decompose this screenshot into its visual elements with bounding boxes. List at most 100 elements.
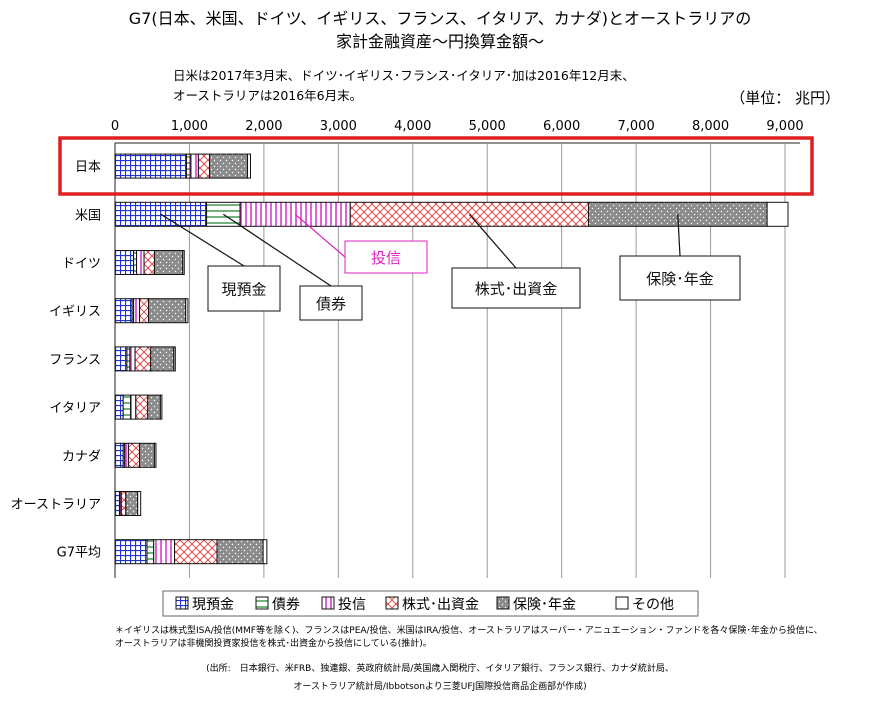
bar-segment	[129, 346, 136, 372]
bar-segment	[148, 298, 187, 324]
source-line2: オーストラリア統計局/Ibbotsonより三菱UFJ国際投信商品企画部が作成)	[293, 680, 586, 692]
bar-segment	[127, 442, 141, 468]
bar-segment	[135, 394, 149, 420]
callout-box	[619, 255, 741, 301]
chart-title-line2: 家計金融資産～円換算金額～	[336, 32, 544, 51]
bar-segment	[766, 201, 789, 227]
x-tick-label: 7,000	[618, 119, 655, 134]
legend: 現預金 債券 投信 株式･出資金 保険･年金 その他	[175, 596, 674, 613]
category-label: ドイツ	[62, 257, 101, 272]
bar-segment	[114, 491, 120, 516]
bar-segment	[124, 442, 129, 468]
bar-segment	[247, 153, 251, 179]
callout-label: 債券	[316, 295, 346, 313]
bar-segment	[134, 346, 152, 372]
bar-segment	[189, 153, 199, 179]
legend-label: 保険･年金	[513, 597, 576, 613]
bar-segment	[182, 250, 185, 275]
unit-label: （単位： 兆円）	[730, 89, 840, 107]
footnote-line2: オーストラリアは非機関投資家投信を株式･出資金から投信にしている(推計)。	[115, 637, 432, 649]
legend-label: その他	[632, 597, 674, 613]
legend-swatch	[496, 596, 510, 610]
bar-segment	[114, 442, 124, 468]
bar-segment	[173, 346, 176, 372]
callout-leader	[294, 213, 346, 258]
bar-segment	[216, 539, 264, 565]
bar-segment	[122, 394, 132, 420]
bar-segment	[114, 250, 135, 275]
bar-segment	[136, 250, 145, 275]
callout-label: 保険･年金	[646, 270, 714, 288]
category-label: 米国	[75, 208, 101, 223]
legend-swatch	[321, 596, 335, 610]
x-tick-label: 2,000	[245, 119, 282, 134]
callout-box	[344, 240, 428, 274]
callout-leader	[160, 213, 245, 267]
bar-segment	[114, 298, 133, 324]
chart-title-line1: G7(日本、米国、ドイツ、イギリス、フランス、イタリア、カナダ)とオーストラリア…	[129, 9, 751, 28]
bars	[114, 153, 789, 565]
callout-box	[299, 285, 363, 321]
bar-segment	[197, 153, 211, 179]
bar-segment	[139, 442, 155, 468]
callout-leader	[677, 214, 681, 257]
source-line1: (出所: 日本銀行、米FRB、独連銀、英政府統計局/英国歳入関税庁、イタリア銀行…	[206, 662, 674, 674]
bar-segment	[114, 201, 208, 227]
bar-segment	[137, 491, 142, 516]
legend-swatch	[255, 596, 269, 610]
category-label: 日本	[75, 160, 101, 175]
x-tick-label: 5,000	[469, 119, 506, 134]
x-axis-ticks: 0 1,000 2,000 3,000 4,000 5,000 6,000 7,000 8,00…	[111, 119, 804, 134]
legend-label: 投信	[338, 597, 366, 613]
legend-swatch	[385, 596, 399, 610]
bar-segment	[185, 298, 189, 324]
date-note-line2: オーストラリアは2016年6月末。	[173, 88, 362, 103]
bar-segment	[120, 491, 127, 516]
bar-segment	[143, 250, 155, 275]
bar-segment	[153, 250, 184, 275]
category-label: フランス	[49, 353, 101, 368]
bar-segment	[146, 539, 155, 565]
legend-label: 株式･出資金	[402, 597, 479, 613]
bar-segment	[114, 539, 148, 565]
bar-segment	[114, 153, 187, 179]
legend-swatch	[615, 596, 629, 610]
legend-label: 債券	[272, 597, 300, 613]
bar-segment	[153, 539, 176, 565]
callout-leader	[222, 213, 332, 287]
x-tick-label: 9,000	[766, 119, 803, 134]
bar-segment	[133, 298, 141, 324]
bar-segment	[139, 298, 149, 324]
callout-label: 現預金	[221, 281, 266, 299]
x-tick-label: 1,000	[171, 119, 208, 134]
bar-segment	[262, 539, 268, 565]
category-label: オーストラリア	[11, 498, 101, 513]
footnote-line1: ＊イギリスは株式型ISA/投信(MMF等を除く)、フランスはPEA/投信、米国は…	[115, 624, 823, 636]
category-label: イタリア	[50, 401, 101, 416]
bar-segment	[114, 346, 128, 372]
bar-segment	[185, 153, 191, 179]
x-tick-label: 8,000	[692, 119, 729, 134]
x-tick-label: 0	[111, 119, 119, 134]
x-tick-label: 4,000	[394, 119, 431, 134]
date-note-line1: 日米は2017年3月末、ドイツ･イギリス･フランス･イタリア･加は2016年12…	[173, 68, 635, 83]
callout-box	[207, 265, 281, 312]
bar-segment	[159, 394, 163, 420]
callout-label: 株式･出資金	[475, 280, 558, 298]
bar-segment	[209, 153, 249, 179]
category-label: カナダ	[62, 449, 101, 464]
callout-box	[451, 267, 581, 309]
bar-segment	[130, 394, 137, 420]
legend-label: 現預金	[192, 597, 234, 613]
legend-swatch	[175, 596, 189, 610]
x-tick-label: 3,000	[320, 119, 357, 134]
bar-segment	[150, 346, 175, 372]
callout-leader	[468, 213, 517, 269]
x-tick-label: 6,000	[543, 119, 580, 134]
bar-segment	[114, 394, 124, 420]
bar-segment	[147, 394, 161, 420]
callout-label: 投信	[371, 249, 401, 267]
